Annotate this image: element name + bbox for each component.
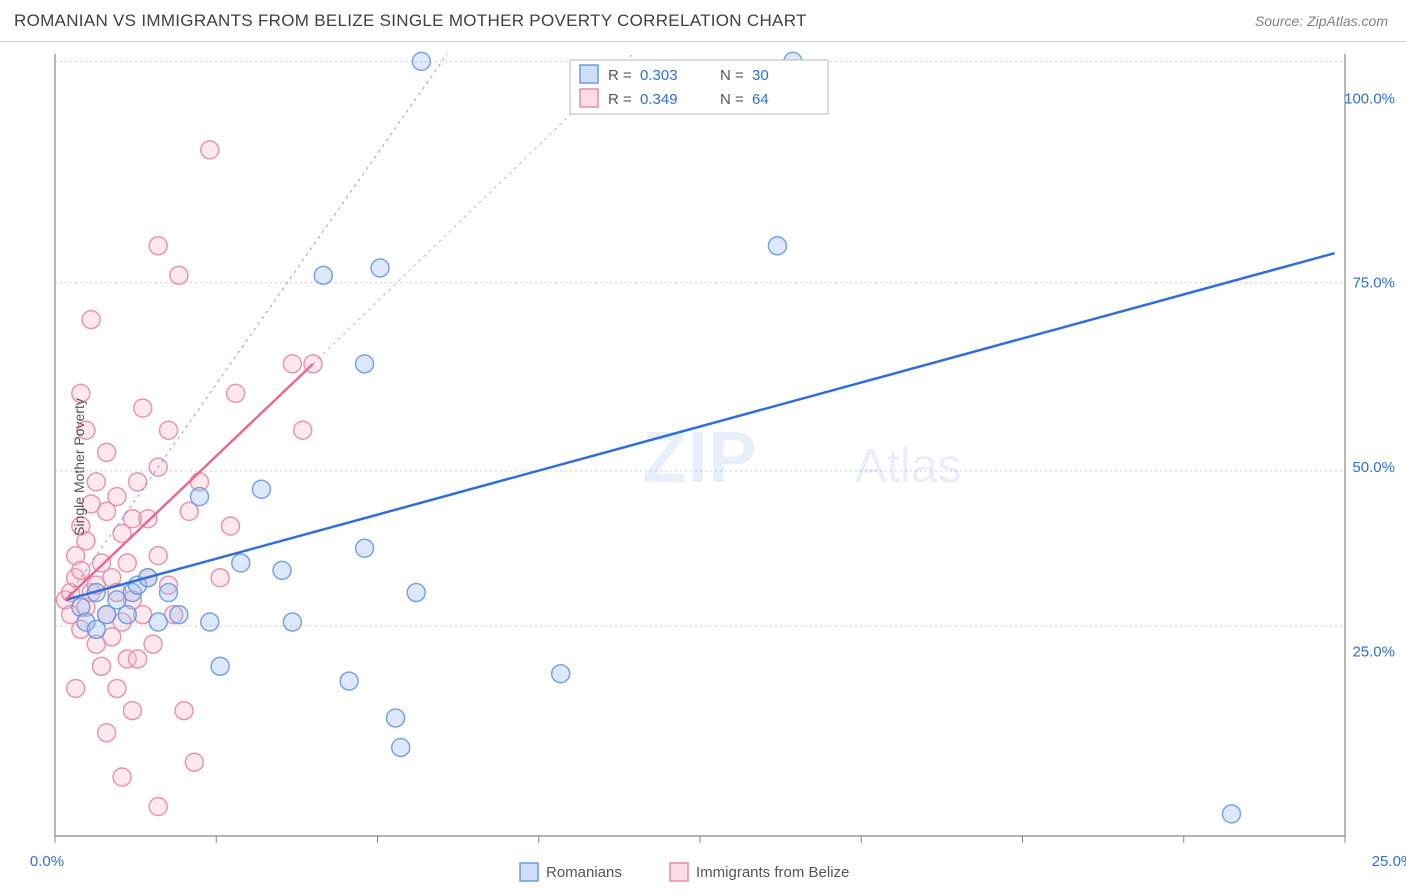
svg-text:N =: N = [720, 91, 744, 108]
svg-text:0.0%: 0.0% [30, 853, 64, 870]
svg-text:100.0%: 100.0% [1344, 90, 1395, 107]
scatter-chart: ZIP Atlas 0.0% 25.0% 25.0% 50.0% 75.0% 100.0% R … [0, 42, 1406, 892]
svg-text:ZIP: ZIP [642, 418, 757, 498]
svg-text:Romanians: Romanians [546, 864, 622, 881]
svg-text:25.0%: 25.0% [1352, 644, 1395, 661]
svg-text:75.0%: 75.0% [1352, 275, 1395, 292]
source-label: Source: ZipAtlas.com [1255, 13, 1388, 29]
y-axis-label: Single Mother Poverty [71, 398, 87, 536]
plot-container: Single Mother Poverty ZIP Atlas 0.0% 25.0% 2… [0, 42, 1406, 892]
svg-text:Immigrants from Belize: Immigrants from Belize [696, 864, 849, 881]
svg-text:64: 64 [752, 91, 769, 108]
svg-text:R =: R = [608, 67, 632, 84]
svg-text:0.303: 0.303 [640, 67, 678, 84]
chart-title: ROMANIAN VS IMMIGRANTS FROM BELIZE SINGL… [14, 11, 807, 31]
svg-text:0.349: 0.349 [640, 91, 678, 108]
svg-text:N =: N = [720, 67, 744, 84]
svg-text:25.0%: 25.0% [1372, 853, 1406, 870]
svg-text:Atlas: Atlas [855, 440, 962, 493]
svg-text:R =: R = [608, 91, 632, 108]
svg-text:50.0%: 50.0% [1352, 459, 1395, 476]
svg-text:30: 30 [752, 67, 769, 84]
chart-header: ROMANIAN VS IMMIGRANTS FROM BELIZE SINGL… [0, 0, 1406, 42]
